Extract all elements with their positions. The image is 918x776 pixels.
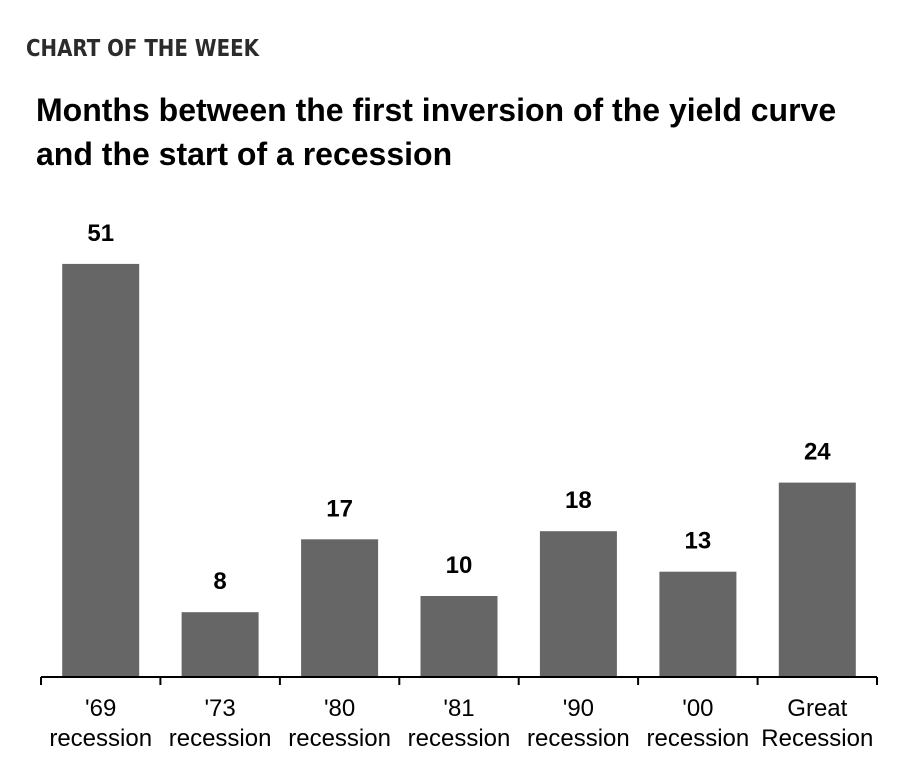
data-label-6: 24 — [804, 439, 831, 466]
x-tick-label-2-line-0: '80 — [324, 695, 355, 722]
x-tick-label-3-line-0: '81 — [443, 695, 474, 722]
x-tick-label-3-line-1: recession — [408, 725, 511, 752]
x-tick-label-5-line-1: recession — [647, 725, 750, 752]
x-tick-label-4-line-0: '90 — [563, 695, 594, 722]
data-label-5: 13 — [685, 528, 712, 555]
x-tick-label-1-line-1: recession — [169, 725, 272, 752]
x-tick-label-1-line-0: '73 — [204, 695, 235, 722]
data-label-3: 10 — [446, 552, 473, 579]
bar-0 — [62, 263, 140, 677]
data-label-1: 8 — [213, 568, 226, 595]
x-tick-label-2-line-1: recession — [288, 725, 391, 752]
bar-3 — [420, 596, 498, 677]
x-tick-label-0-line-0: '69 — [85, 695, 116, 722]
data-label-4: 18 — [565, 487, 592, 514]
x-tick-label-6-line-1: Recession — [761, 725, 873, 752]
bar-2 — [301, 539, 379, 677]
x-tick-label-6-line-0: Great — [787, 695, 847, 722]
bar-1 — [181, 612, 259, 677]
bar-5 — [659, 571, 737, 677]
x-tick-label-4-line-1: recession — [527, 725, 630, 752]
x-tick-label-5-line-0: '00 — [682, 695, 713, 722]
data-label-2: 17 — [326, 495, 353, 522]
bar-6 — [778, 482, 856, 677]
bar-4 — [539, 531, 617, 677]
x-tick-label-0-line-1: recession — [49, 725, 152, 752]
chart-title: Months between the first inversion of th… — [36, 92, 837, 172]
kicker-label: CHART OF THE WEEK — [26, 36, 259, 62]
data-label-0: 51 — [87, 220, 114, 247]
